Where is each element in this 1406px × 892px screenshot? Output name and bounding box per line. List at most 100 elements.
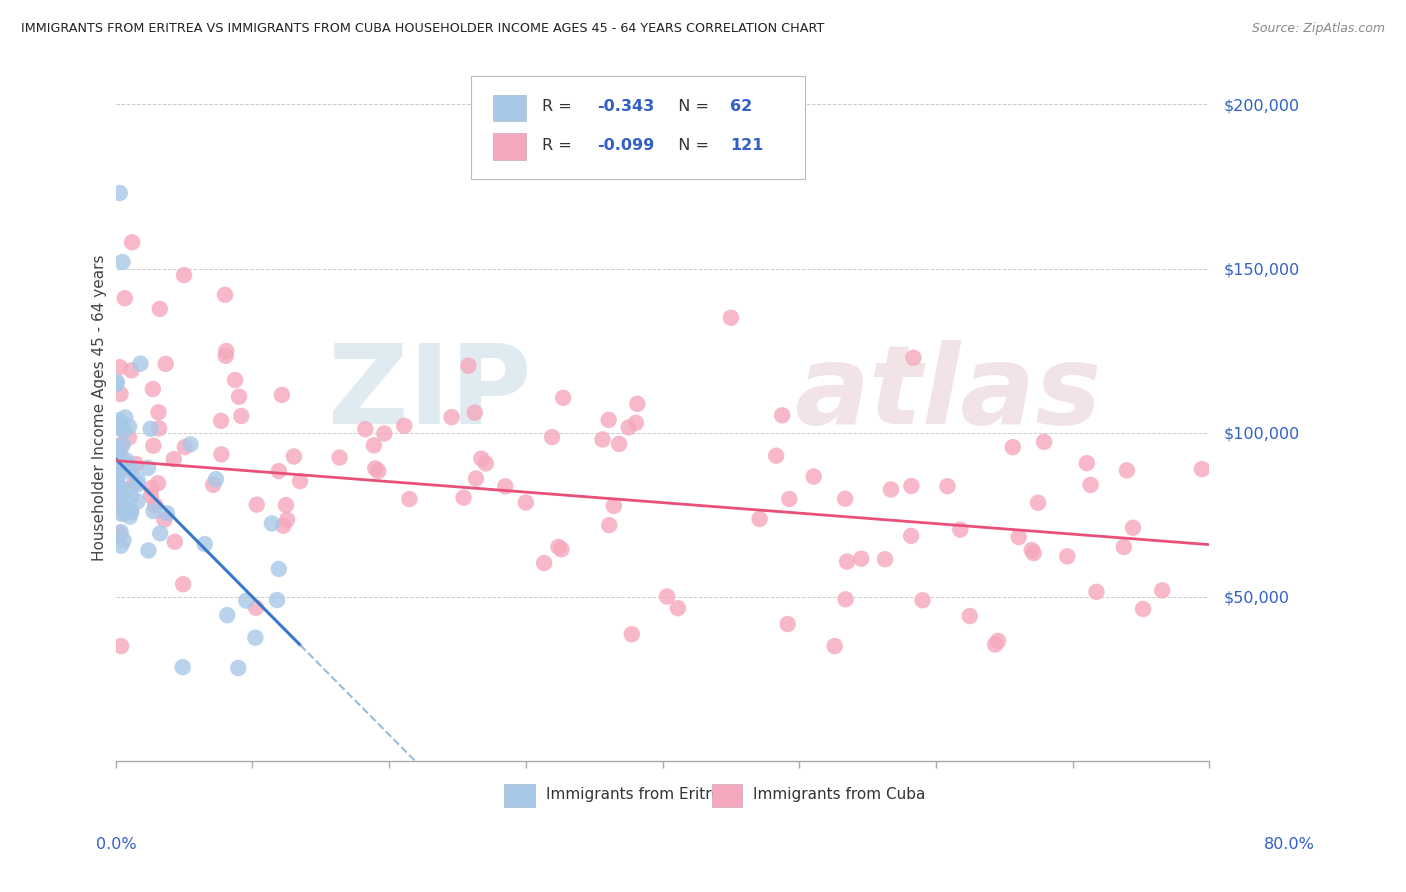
- Point: [108, 491, 131, 505]
- Point: [655, 590, 678, 604]
- Point: [172, 660, 194, 674]
- Point: [354, 422, 377, 436]
- Point: [851, 551, 873, 566]
- Text: 62: 62: [730, 99, 752, 114]
- Point: [603, 499, 626, 513]
- Point: [114, 291, 136, 305]
- Point: [202, 478, 225, 492]
- Point: [121, 235, 143, 250]
- FancyBboxPatch shape: [503, 784, 534, 807]
- Point: [120, 489, 142, 503]
- Point: [624, 416, 647, 430]
- Point: [394, 418, 416, 433]
- Point: [110, 539, 132, 553]
- Point: [1080, 478, 1102, 492]
- Point: [108, 360, 131, 375]
- Point: [226, 661, 249, 675]
- Point: [205, 472, 228, 486]
- Point: [114, 410, 136, 425]
- Text: R =: R =: [543, 138, 576, 153]
- Point: [592, 433, 614, 447]
- Point: [515, 495, 537, 509]
- Point: [107, 441, 129, 455]
- Point: [373, 426, 395, 441]
- Point: [105, 376, 128, 391]
- Point: [148, 421, 170, 435]
- Point: [139, 422, 162, 436]
- Point: [108, 186, 131, 200]
- Point: [209, 447, 232, 461]
- Point: [173, 440, 195, 454]
- Point: [1021, 543, 1043, 558]
- Point: [110, 420, 132, 434]
- Point: [900, 529, 922, 543]
- Point: [112, 533, 135, 548]
- Point: [107, 421, 129, 435]
- Text: R =: R =: [543, 99, 576, 114]
- Point: [120, 504, 142, 518]
- Point: [112, 465, 135, 479]
- Text: 80.0%: 80.0%: [1264, 837, 1315, 852]
- Point: [598, 413, 620, 427]
- Point: [136, 461, 159, 475]
- Point: [215, 349, 238, 363]
- Point: [108, 413, 131, 427]
- Point: [274, 498, 297, 512]
- Point: [156, 506, 179, 520]
- Point: [163, 534, 186, 549]
- Point: [108, 479, 131, 493]
- Point: [494, 479, 516, 493]
- Point: [108, 526, 131, 541]
- Point: [367, 464, 389, 478]
- Point: [880, 483, 903, 497]
- Text: -0.343: -0.343: [598, 99, 654, 114]
- Point: [765, 449, 787, 463]
- Point: [834, 491, 856, 506]
- Text: Immigrants from Eritrea: Immigrants from Eritrea: [546, 788, 730, 803]
- Point: [214, 287, 236, 301]
- Point: [138, 543, 160, 558]
- Point: [149, 526, 172, 541]
- Point: [457, 359, 479, 373]
- Point: [984, 638, 1007, 652]
- Point: [1033, 434, 1056, 449]
- Point: [1085, 584, 1108, 599]
- Point: [266, 593, 288, 607]
- Point: [1191, 462, 1213, 476]
- Point: [124, 476, 146, 491]
- FancyBboxPatch shape: [494, 134, 526, 161]
- Point: [453, 491, 475, 505]
- Point: [245, 631, 267, 645]
- Text: atlas: atlas: [794, 341, 1101, 448]
- Point: [1152, 583, 1174, 598]
- Point: [1026, 496, 1049, 510]
- Point: [105, 475, 128, 489]
- Point: [1056, 549, 1078, 564]
- Point: [834, 592, 856, 607]
- Point: [911, 593, 934, 607]
- Point: [987, 633, 1010, 648]
- Point: [115, 454, 138, 468]
- Point: [153, 513, 176, 527]
- Point: [329, 450, 352, 465]
- Point: [108, 418, 131, 433]
- Point: [163, 452, 186, 467]
- Point: [112, 424, 135, 438]
- Point: [107, 465, 129, 479]
- Point: [110, 448, 132, 462]
- Point: [118, 430, 141, 444]
- Point: [547, 540, 569, 554]
- Point: [607, 437, 630, 451]
- Point: [803, 469, 825, 483]
- Point: [112, 507, 135, 521]
- Point: [108, 488, 131, 502]
- Point: [194, 537, 217, 551]
- Text: ZIP: ZIP: [328, 341, 531, 448]
- Text: Immigrants from Cuba: Immigrants from Cuba: [754, 788, 925, 803]
- Point: [142, 439, 165, 453]
- Point: [267, 562, 290, 576]
- Point: [949, 523, 972, 537]
- Point: [108, 460, 131, 475]
- Point: [235, 593, 257, 607]
- Point: [121, 463, 143, 477]
